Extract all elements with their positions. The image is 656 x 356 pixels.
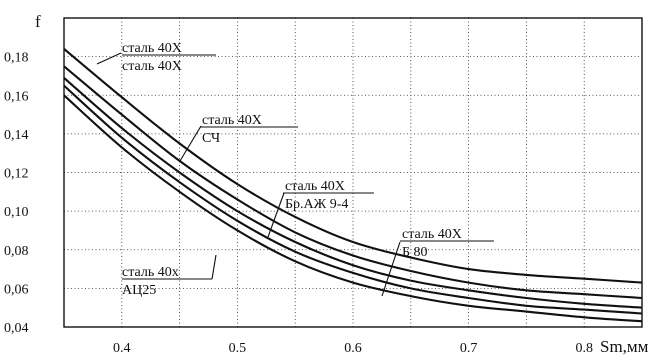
curve-label-bottom: АЦ25 [122,283,156,298]
y-tick-label: 0,08 [4,244,29,259]
curve-label-top: сталь 40Х [285,179,345,194]
series-line-4 [63,84,643,315]
y-axis-label: f [35,12,41,31]
x-tick-labels: 0.4 0.5 0.6 0.7 0.8 [113,341,593,356]
curve-label-bottom: Б 80 [402,245,428,260]
series-line-2 [63,65,643,300]
curve-label-4: сталь 40Х Б 80 [381,227,494,297]
curve-label-leader [381,241,401,297]
curve-label-1: сталь 40Х сталь 40Х [96,41,216,74]
curves [63,48,643,323]
plot-frame [63,17,643,328]
curve-label-3: сталь 40Х Бр.АЖ 9-4 [267,179,374,238]
y-tick-label: 0,18 [4,51,29,66]
y-tick-label: 0,14 [4,128,29,143]
y-tick-label: 0,12 [4,167,29,182]
y-tick-label: 0,04 [4,321,29,336]
curve-label-top: сталь 40Х [122,41,182,56]
curve-label-bottom: СЧ [202,131,220,146]
curve-label-bottom: сталь 40Х [122,59,182,74]
x-tick-label: 0.4 [113,341,131,356]
curve-label-top: сталь 40Х [202,113,262,128]
x-tick-label: 0.5 [229,341,247,356]
curve-label-top: сталь 40Х [402,227,462,242]
curve-label-leader [211,254,217,280]
x-tick-label: 0.7 [460,341,478,356]
y-tick-label: 0,16 [4,89,29,104]
y-tick-label: 0,06 [4,282,29,297]
curve-label-leader [96,52,122,65]
series-line-1 [63,48,643,284]
y-tick-labels: 0,04 0,06 0,08 0,10 0,12 0,14 0,16 0,18 [4,51,29,336]
curve-label-bottom: Бр.АЖ 9-4 [285,197,348,212]
curve-label-leader [179,125,202,162]
series-line-5 [63,94,643,323]
x-tick-label: 0.8 [575,341,593,356]
curve-labels: сталь 40Х сталь 40Х сталь 40Х СЧ сталь 40Х Бр… [96,41,494,298]
x-tick-label: 0.6 [344,341,362,356]
curve-label-leader [267,192,285,238]
series-line-3 [63,77,643,309]
x-axis-label: Sm,мм [600,337,649,356]
curve-label-top: сталь 40х [122,265,179,280]
y-tick-label: 0,10 [4,205,29,220]
curve-label-5: сталь 40х АЦ25 [122,254,217,298]
curve-label-2: сталь 40Х СЧ [179,113,298,162]
